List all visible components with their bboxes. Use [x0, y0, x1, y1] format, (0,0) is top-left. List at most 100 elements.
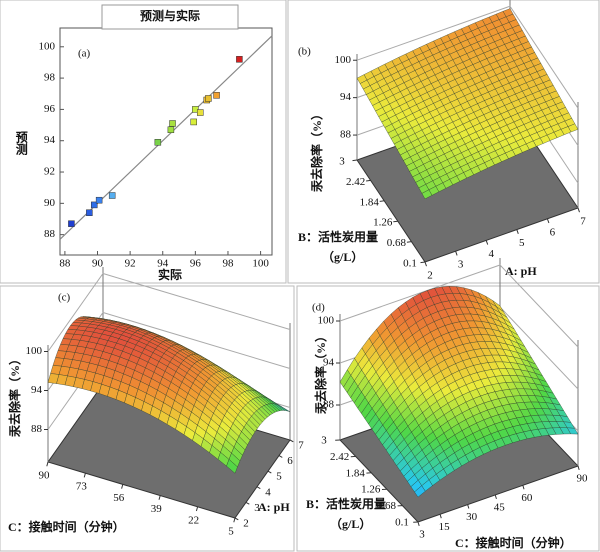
annotation: (d) — [312, 302, 325, 314]
x-tick-label: 7 — [298, 440, 304, 452]
point — [236, 56, 243, 63]
y-tick-label: 90 — [44, 197, 56, 209]
point — [196, 109, 204, 116]
x-tick — [267, 470, 272, 474]
y-tick — [195, 506, 199, 512]
y-tick-label: 2.42 — [330, 451, 349, 463]
point — [167, 126, 175, 134]
x-tick-label: 88 — [59, 258, 71, 270]
surface-cell — [226, 459, 238, 474]
x-tick-label: 98 — [222, 258, 234, 270]
x-axis-label: 实际 — [158, 267, 182, 282]
x-axis-label: A: pH — [258, 500, 290, 514]
x-tick — [485, 240, 489, 245]
x-tick — [289, 439, 294, 443]
x-tick — [467, 504, 470, 509]
y-axis-label: 预测 — [14, 131, 28, 156]
point — [213, 92, 220, 99]
x-tick-label: 45 — [494, 501, 506, 513]
y-tick-label: 0.1 — [395, 517, 409, 529]
x-axis-label: C：接触时间（分钟） — [455, 535, 572, 550]
y-tick — [366, 179, 371, 182]
panel-c-frame — [0, 285, 295, 552]
x-tick-label: 94 — [157, 258, 169, 270]
y-tick — [406, 241, 412, 243]
y-tick-label: 98 — [44, 72, 56, 84]
y-tick-label: 100 — [39, 40, 56, 52]
y-tick-label: 90 — [39, 470, 51, 482]
x-tick-label: 30 — [466, 511, 478, 523]
y-tick-label: 5 — [228, 526, 234, 538]
surface-cell — [414, 485, 426, 498]
y-tick-label: 22 — [188, 514, 199, 526]
point — [95, 196, 103, 204]
y-tick — [83, 473, 86, 478]
y-tick-label: 1.26 — [373, 217, 393, 229]
x-axis-label: A: pH — [505, 264, 537, 278]
x-tick — [516, 229, 519, 234]
z-tick-label: 100 — [26, 345, 43, 357]
point — [108, 192, 116, 199]
annotation: (b) — [298, 46, 311, 58]
x-tick — [455, 251, 458, 256]
x-tick-label: 2 — [243, 518, 249, 530]
y-tick-label: 0.68 — [387, 237, 407, 249]
z-tick-label: 94 — [323, 357, 335, 369]
x-tick-label: 100 — [252, 258, 269, 270]
y-axis-label: B：活性炭用量 — [306, 496, 386, 511]
x-tick — [439, 514, 442, 519]
x-tick — [494, 494, 497, 500]
y-tick — [233, 517, 236, 523]
x-tick-label: 5 — [519, 237, 525, 249]
y-tick-label: 94 — [44, 134, 56, 146]
panel-a-frame — [0, 0, 287, 284]
x-tick — [417, 521, 420, 527]
x-tick — [577, 465, 580, 471]
y-tick-label: 92 — [44, 166, 55, 178]
y-tick-label: 3 — [339, 156, 345, 168]
x-tick-label: 3 — [458, 259, 464, 271]
y-axis-label: C：接触时间（分钟） — [8, 519, 125, 534]
y-tick-label: 3 — [321, 435, 327, 447]
z-axis-label: 汞去除率（%） — [7, 353, 22, 438]
z-tick-label: 88 — [31, 423, 43, 435]
y-tick-label: 0.68 — [377, 500, 397, 512]
y-tick-label: 1.84 — [360, 196, 380, 208]
x-tick-label: 4 — [265, 486, 271, 498]
y-tick-label: 88 — [44, 228, 56, 240]
y-tick — [46, 461, 49, 467]
z-tick-label: 94 — [31, 384, 43, 396]
x-tick-label: 60 — [521, 492, 533, 504]
x-tick — [234, 517, 239, 521]
y-tick — [352, 159, 358, 162]
z-tick-label: 88 — [340, 129, 352, 141]
point — [90, 201, 98, 209]
z-tick-label: 100 — [335, 54, 352, 66]
x-tick — [256, 486, 261, 490]
x-tick-label: 6 — [287, 455, 293, 467]
wall-grid — [356, 5, 579, 109]
y-tick-label: 56 — [113, 492, 125, 504]
y-tick — [420, 261, 426, 264]
y-tick-label: 96 — [44, 103, 56, 115]
x-tick-label: 90 — [577, 473, 589, 485]
chart-title: 预测与实际 — [140, 8, 200, 23]
y-tick-label: 2.42 — [346, 176, 365, 188]
surface-cell — [421, 189, 433, 200]
y-axis-label: （g/L） — [322, 249, 363, 264]
y-tick-label: 1.26 — [361, 484, 381, 496]
x-tick — [424, 261, 427, 267]
wall-grid — [47, 272, 291, 352]
x-tick-label: 90 — [92, 258, 104, 270]
point — [169, 120, 176, 127]
z-axis-label: 汞去除率（%） — [313, 330, 328, 415]
plot-area — [59, 27, 273, 256]
point — [68, 220, 75, 227]
x-tick-label: 4 — [488, 248, 494, 260]
point — [86, 209, 93, 216]
z-tick-label: 94 — [340, 91, 352, 103]
z-tick-label: 100 — [318, 315, 335, 327]
x-tick — [577, 207, 580, 213]
y-tick — [379, 200, 385, 202]
